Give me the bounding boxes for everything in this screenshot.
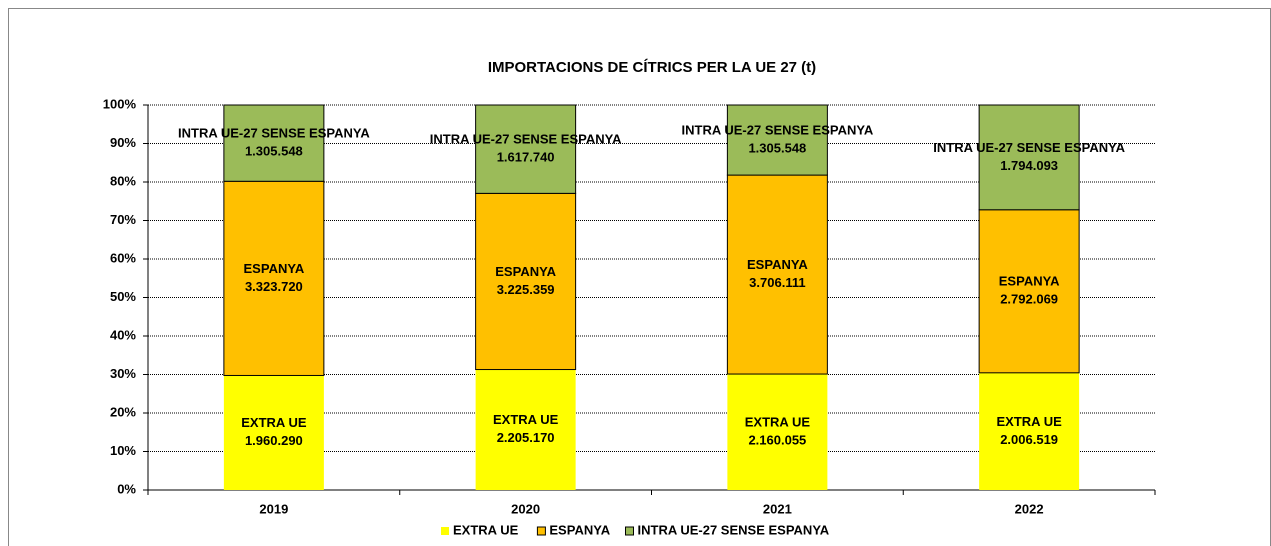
y-tick-label: 40%: [110, 327, 136, 342]
legend-label: ESPANYA: [549, 522, 610, 537]
segment-name: ESPANYA: [495, 264, 556, 279]
data-label: 3.323.720: [245, 279, 303, 294]
chart-frame: [8, 8, 1271, 546]
segment-name: INTRA UE-27 SENSE ESPANYA: [933, 140, 1125, 155]
data-label: 3.225.359: [497, 282, 555, 297]
x-tick-label: 2022: [1015, 501, 1044, 516]
bar-segment: [727, 374, 828, 490]
y-tick-label: 100%: [103, 96, 137, 111]
segment-name: EXTRA UE: [745, 414, 811, 429]
segment-name: ESPANYA: [244, 261, 305, 276]
segment-name: INTRA UE-27 SENSE ESPANYA: [682, 122, 874, 137]
bar-segment: [223, 180, 325, 376]
y-tick-label: 30%: [110, 366, 136, 381]
bar-segment: [475, 104, 577, 194]
legend-label: INTRA UE-27 SENSE ESPANYA: [638, 522, 830, 537]
segment-name: EXTRA UE: [493, 412, 559, 427]
bar-segment: [475, 192, 577, 371]
bar-segment: [223, 104, 325, 182]
segment-name: EXTRA UE: [241, 415, 307, 430]
segment-name: INTRA UE-27 SENSE ESPANYA: [178, 126, 370, 141]
bar-segment: [223, 375, 324, 490]
y-tick-label: 50%: [110, 289, 136, 304]
legend-swatch: [536, 526, 546, 536]
data-label: 2.205.170: [497, 430, 555, 445]
data-label: 2.006.519: [1000, 432, 1058, 447]
x-tick-label: 2021: [763, 501, 792, 516]
legend-swatch: [441, 527, 449, 535]
bar-segment: [475, 369, 576, 490]
segment-name: EXTRA UE: [997, 414, 1063, 429]
data-label: 3.706.111: [749, 275, 805, 290]
segment-name: ESPANYA: [747, 257, 808, 272]
chart-title: IMPORTACIONS DE CÍTRICS PER LA UE 27 (t): [488, 59, 816, 76]
data-label: 2.160.055: [748, 432, 806, 447]
data-label: 1.305.548: [748, 140, 806, 155]
segment-name: INTRA UE-27 SENSE ESPANYA: [430, 132, 622, 147]
data-label: 1.794.093: [1000, 158, 1058, 173]
x-tick-label: 2020: [511, 501, 540, 516]
legend-label: EXTRA UE: [453, 522, 519, 537]
bar-segment: [979, 372, 1080, 490]
y-tick-label: 10%: [110, 443, 136, 458]
segment-name: ESPANYA: [999, 274, 1060, 289]
y-tick-label: 70%: [110, 212, 136, 227]
x-tick-label: 2019: [259, 501, 288, 516]
y-tick-label: 20%: [110, 404, 136, 419]
data-label: 1.960.290: [245, 433, 303, 448]
bar-segment: [726, 174, 828, 375]
bar-segment: [978, 104, 1080, 211]
y-tick-label: 0%: [117, 481, 136, 496]
bar-segment: [726, 104, 828, 176]
y-tick-label: 60%: [110, 250, 136, 265]
y-tick-label: 90%: [110, 135, 136, 150]
legend-swatch: [625, 526, 634, 536]
data-label: 1.617.740: [497, 150, 555, 165]
y-tick-label: 80%: [110, 173, 136, 188]
bar-segment: [978, 209, 1080, 374]
data-label: 2.792.069: [1000, 292, 1058, 307]
data-label: 1.305.548: [245, 144, 303, 159]
